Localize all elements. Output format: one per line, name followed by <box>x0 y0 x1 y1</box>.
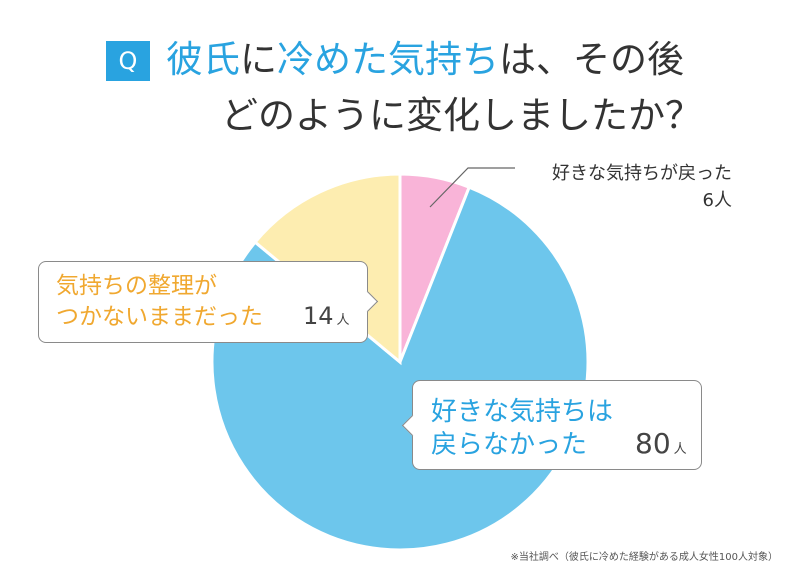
callout-unsorted-unit: 人 <box>336 313 350 328</box>
callout-unsorted-label: 気持ちの整理が つかないままだった <box>56 271 263 333</box>
callout-returned: 好きな気持ちが戻った 6人 <box>522 160 732 214</box>
callout-returned-count-line: 6人 <box>522 187 732 214</box>
title-line-1: 彼氏に冷めた気持ちは、その後 <box>0 36 800 84</box>
callout-unsorted-line1: 気持ちの整理が <box>56 273 217 299</box>
callout-unsorted-count-line: 14 人 <box>303 302 350 330</box>
callout-unsorted-line2: つかないままだった <box>56 304 263 330</box>
title-segment: 彼氏 <box>166 38 240 81</box>
question-badge: Q <box>106 41 150 81</box>
callout-not-returned-count: 80 <box>635 427 671 460</box>
callout-not-returned-line2: 戻らなかった <box>431 430 588 460</box>
callout-not-returned-count-line: 80 人 <box>635 427 687 460</box>
callout-not-returned-unit: 人 <box>673 442 687 457</box>
callout-unsorted-count: 14 <box>303 302 334 330</box>
footnote: ※当社調べ（彼氏に冷めた経験がある成人女性100人対象） <box>510 552 778 563</box>
title-segment: に <box>240 38 277 81</box>
callout-not-returned-label: 好きな気持ちは 戻らなかった <box>431 396 613 462</box>
callout-returned-leader <box>429 167 515 208</box>
title-segment: 冷めた気持ち <box>277 38 499 81</box>
callout-not-returned-line1: 好きな気持ちは <box>431 397 614 427</box>
title-line-2: どのように変化しましたか？ <box>221 94 702 137</box>
callout-returned-unit: 人 <box>714 190 732 211</box>
callout-returned-label: 好きな気持ちが戻った <box>552 163 732 184</box>
title-segment: は、その後 <box>499 38 684 81</box>
callout-returned-count: 6 <box>702 190 714 211</box>
callout-unsorted: 気持ちの整理が つかないままだった 14 人 <box>38 261 379 343</box>
callout-not-returned: 好きな気持ちは 戻らなかった 80 人 <box>401 380 702 470</box>
